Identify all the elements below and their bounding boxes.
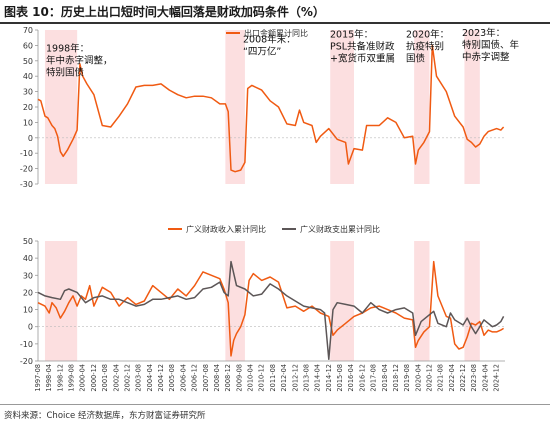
y-tick-label: -30 (20, 180, 33, 189)
y-tick-label: 10 (23, 118, 33, 127)
annotation-3-line-2: PSL共备准财政 (330, 41, 395, 53)
x-tick-label: 2003-08 (135, 364, 143, 392)
y-tick-label: 0 (28, 323, 33, 332)
y-tick-label: 20 (23, 288, 33, 297)
x-tick-label: 2015-08 (336, 364, 344, 392)
y-tick-label: 50 (23, 57, 33, 66)
annotation-3-line-3: +宽货币双重属 (330, 53, 395, 65)
x-tick-label: 2004-12 (157, 364, 165, 392)
x-tick-label: 2006-04 (179, 364, 187, 392)
annotation-3-line-1: 2015年： (330, 29, 373, 41)
annotation-4-line-3: 国债 (406, 53, 426, 65)
y-tick-label: -10 (20, 149, 33, 158)
legend-label-revenue: 广义财政收入累计同比 (186, 224, 266, 234)
shaded-period-1-2 (225, 30, 245, 184)
x-tick-label: 2000-12 (90, 364, 98, 392)
x-tick-label: 2007-08 (202, 364, 210, 392)
annotation-1-line-2: 年中赤字调整， (46, 55, 113, 67)
x-tick-label: 2014-04 (314, 364, 322, 392)
series-line-1-1 (37, 44, 505, 173)
y-tick-label: 40 (23, 254, 33, 263)
shaded-period-1-1 (44, 30, 78, 184)
annotation-2-line-2: “四万亿” (243, 45, 281, 57)
x-tick-label: 2010-12 (258, 364, 266, 392)
legend-label-export: 出口金额累计同比 (244, 28, 308, 38)
shaded-period-1-4 (414, 30, 430, 184)
y-tick-label: -20 (20, 357, 33, 366)
annotation-5-line-2: 特别国债、年 (462, 39, 520, 51)
x-tick-label: 1999-08 (68, 364, 76, 392)
x-tick-label: 2012-12 (291, 364, 299, 392)
x-tick-label: 2009-08 (235, 364, 243, 392)
y-tick-label: -20 (20, 165, 33, 174)
x-tick-label: 2013-08 (303, 364, 311, 392)
x-tick-label: 2018-04 (381, 364, 389, 392)
series-line-2-1 (37, 260, 504, 357)
x-tick-label: 2020-12 (426, 364, 434, 392)
x-tick-label: 2018-12 (392, 364, 400, 392)
annotation-4-line-2: 抗疫特别 (406, 41, 444, 53)
x-tick-label: 2006-12 (191, 364, 199, 392)
x-tick-label: 2012-04 (280, 364, 288, 392)
x-tick-label: 2022-04 (448, 364, 456, 392)
y-tick-label: 50 (23, 237, 33, 246)
chart-area: -30 -20 -10 0 10 20 30 40 50 60 70 -20 -10 0 10 20 30 40 5… (20, 26, 520, 392)
shaded-period-2-5 (464, 241, 480, 361)
y-tick-label: 0 (28, 134, 33, 143)
shaded-period-1-3 (330, 30, 354, 184)
series-line-2-2 (37, 260, 505, 361)
shaded-period-2-1 (44, 241, 78, 361)
title-divider (0, 22, 550, 24)
x-tick-label: 2008-04 (213, 364, 221, 392)
source-divider (0, 404, 550, 405)
x-tick-label: 2000-04 (79, 364, 87, 392)
x-tick-label: 2020-04 (414, 364, 422, 392)
annotation-2-line-1: 2008年末： (243, 33, 296, 45)
x-tick-label: 2002-12 (124, 364, 132, 392)
shaded-period-2-4 (414, 241, 430, 361)
y-tick-label: -10 (20, 340, 33, 349)
y-tick-label: 40 (23, 72, 33, 81)
x-tick-label: 2014-12 (325, 364, 333, 392)
x-tick-label: 2008-12 (224, 364, 232, 392)
chart-title: 图表 10：历史上出口短时间大幅回落是财政加码条件（%） (4, 5, 325, 19)
shaded-period-1-5 (464, 30, 480, 184)
x-tick-label: 2011-08 (269, 364, 277, 392)
x-tick-label: 2023-08 (470, 364, 478, 392)
x-tick-label: 2019-08 (403, 364, 411, 392)
y-tick-label: 30 (23, 271, 33, 280)
x-tick-label: 2022-12 (459, 364, 467, 392)
annotation-1-line-1: 1998年： (46, 43, 89, 55)
x-tick-label: 2024-04 (481, 364, 489, 392)
x-tick-label: 2024-12 (493, 364, 501, 392)
annotation-5-line-1: 2023年： (462, 27, 505, 39)
x-tick-label: 1997-08 (34, 364, 42, 392)
y-tick-label: 20 (23, 103, 33, 112)
annotation-1-line-3: 特别国债 (46, 67, 85, 79)
x-tick-label: 2016-12 (358, 364, 366, 392)
x-tick-label: 2021-08 (437, 364, 445, 392)
x-tick-label: 2016-04 (347, 364, 355, 392)
y-tick-label: 70 (23, 26, 33, 35)
y-tick-label: 10 (23, 306, 33, 315)
x-tick-label: 2002-04 (112, 364, 120, 392)
x-tick-label: 1998-12 (56, 364, 64, 392)
source-note: 资料来源：Choice 经济数据库，东方财富证券研究所 (4, 411, 206, 421)
shaded-period-2-3 (330, 241, 354, 361)
x-tick-label: 2017-08 (370, 364, 378, 392)
x-tick-label: 2001-08 (101, 364, 109, 392)
annotation-5-line-3: 中赤字调整 (462, 51, 510, 63)
x-tick-label: 1998-04 (45, 364, 53, 392)
y-tick-label: 60 (23, 41, 33, 50)
x-tick-label: 2005-08 (168, 364, 176, 392)
x-tick-label: 2004-04 (146, 364, 154, 392)
x-tick-label: 2010-04 (247, 364, 255, 392)
legend-label-expenditure: 广义财政支出累计同比 (300, 224, 380, 234)
annotation-4-line-1: 2020年： (406, 29, 449, 41)
y-tick-label: 30 (23, 88, 33, 97)
